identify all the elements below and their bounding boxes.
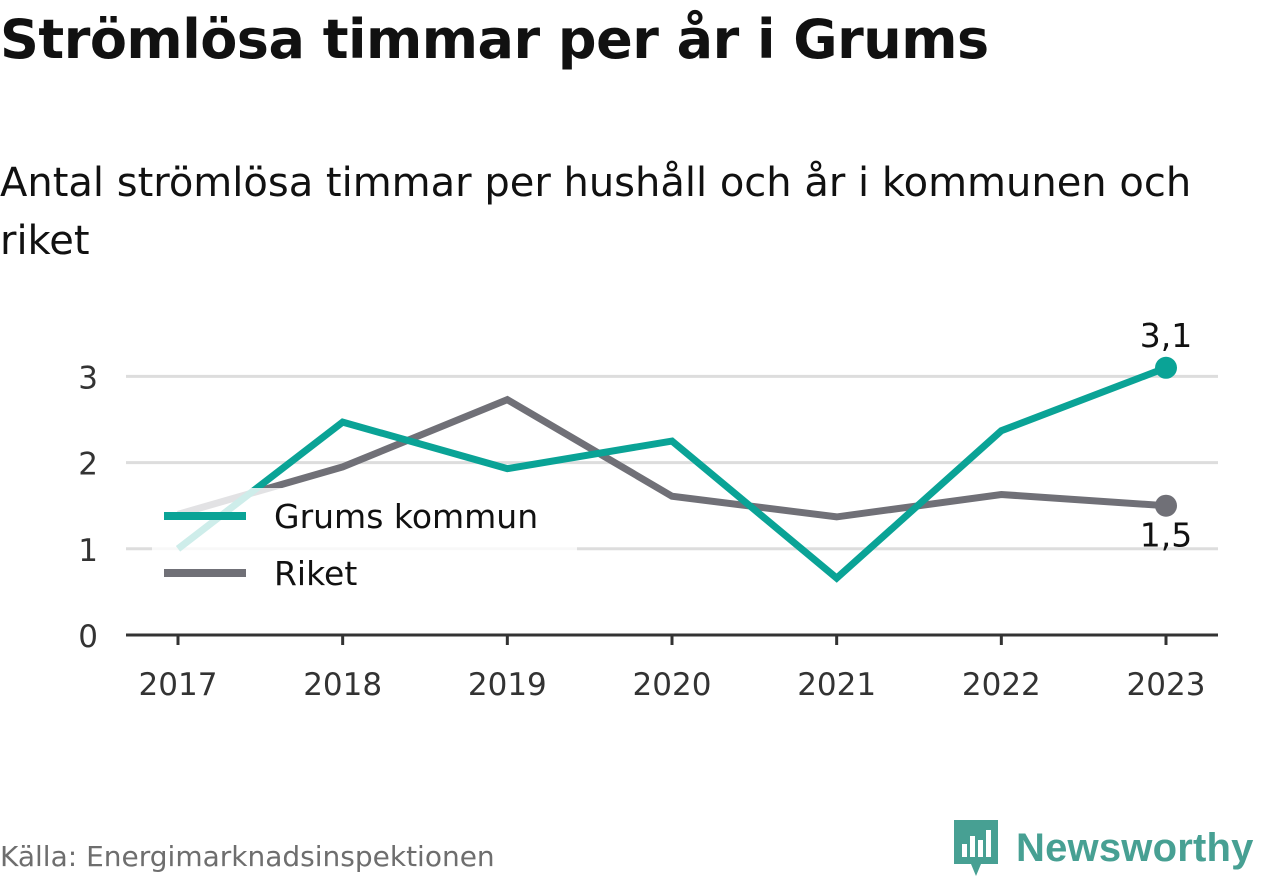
legend-background	[152, 488, 577, 603]
newsworthy-logo-icon	[954, 820, 998, 876]
source-note: Källa: Energimarknadsinspektionen	[0, 840, 495, 873]
y-axis-ticks: 0 1 2 3	[78, 360, 98, 655]
end-labels: 3,1 1,5	[1140, 316, 1192, 555]
y-tick-label: 0	[78, 619, 98, 655]
x-tick-label: 2021	[797, 667, 876, 703]
x-tick-label: 2020	[633, 667, 712, 703]
series-line	[177, 395, 1167, 521]
brand-logo[interactable]: Newsworthy	[950, 818, 1254, 878]
legend-label: Grums kommun	[274, 497, 538, 536]
x-tick-label: 2019	[468, 667, 547, 703]
chart-subtitle: Antal strömlösa timmar per hushåll och å…	[0, 160, 1192, 264]
end-value-label: 3,1	[1140, 316, 1192, 355]
legend: Grums kommun Riket	[152, 488, 577, 603]
x-tick-label: 2018	[303, 667, 382, 703]
x-tick-label: 2023	[1127, 667, 1206, 703]
x-tick-label: 2022	[962, 667, 1041, 703]
series-lines	[175, 364, 1168, 583]
x-axis: 2017 2018 2019 2020 2021 2022 2023	[126, 633, 1218, 703]
y-tick-label: 3	[78, 360, 98, 396]
legend-label: Riket	[274, 554, 357, 593]
end-point-marker	[1155, 494, 1177, 517]
brand-name: Newsworthy	[1016, 825, 1254, 870]
end-point-marker	[1155, 356, 1177, 379]
chart-title: Strömlösa timmar per år i Grums	[0, 8, 989, 71]
x-tick-label: 2017	[139, 667, 218, 703]
end-value-label: 1,5	[1140, 516, 1192, 555]
series-line	[175, 364, 1168, 583]
y-tick-label: 1	[78, 533, 98, 569]
y-tick-label: 2	[78, 447, 98, 483]
